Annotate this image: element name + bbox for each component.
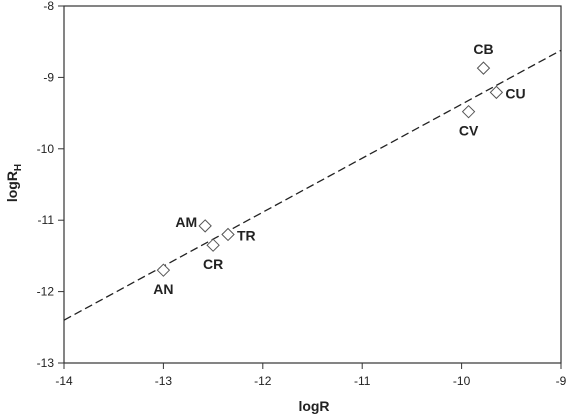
data-points [156, 61, 504, 277]
plot-frame [63, 5, 562, 364]
point-label-am: AM [175, 214, 197, 230]
data-point-cu [489, 85, 504, 100]
fit-line-group [63, 49, 562, 321]
y-tick-label: -12 [37, 285, 55, 299]
point-label-cv: CV [459, 123, 479, 139]
axis-ticks: -14 -13 -12 -11 -10 -9-13-12-11-10-9-8 [37, 0, 566, 388]
y-tick-label: -11 [38, 213, 55, 227]
data-point-cv [461, 104, 476, 119]
point-label-an: AN [153, 281, 173, 297]
point-label-cr: CR [203, 256, 223, 272]
data-point-an [156, 263, 171, 277]
y-axis-title-subscript: H [13, 164, 24, 171]
data-point-cb [476, 61, 491, 75]
y-tick-label: -13 [37, 356, 55, 370]
regression-line [63, 49, 562, 321]
y-tick-label: -10 [37, 142, 55, 156]
x-tick-label: -14 [55, 374, 73, 388]
y-axis-title-base: logR [4, 171, 20, 202]
point-labels: AN CR AM TR CV CB CU [153, 41, 525, 297]
point-label-cb: CB [473, 41, 493, 57]
data-point-am [198, 219, 212, 233]
y-axis-title: logRH [4, 164, 24, 202]
data-point-tr [221, 227, 235, 242]
point-label-cu: CU [505, 85, 525, 101]
x-tick-label: -12 [254, 374, 272, 388]
x-tick-label: -13 [155, 374, 173, 388]
x-tick-label: -10 [453, 374, 471, 388]
x-axis-title: logR [298, 398, 329, 414]
y-tick-label: -8 [43, 0, 54, 13]
x-tick-label: -11 [354, 374, 371, 388]
y-tick-label: -9 [43, 70, 54, 84]
plot-area [63, 5, 562, 364]
data-point-cr [206, 238, 220, 252]
x-tick-label: -9 [556, 374, 566, 388]
point-label-tr: TR [237, 227, 256, 243]
